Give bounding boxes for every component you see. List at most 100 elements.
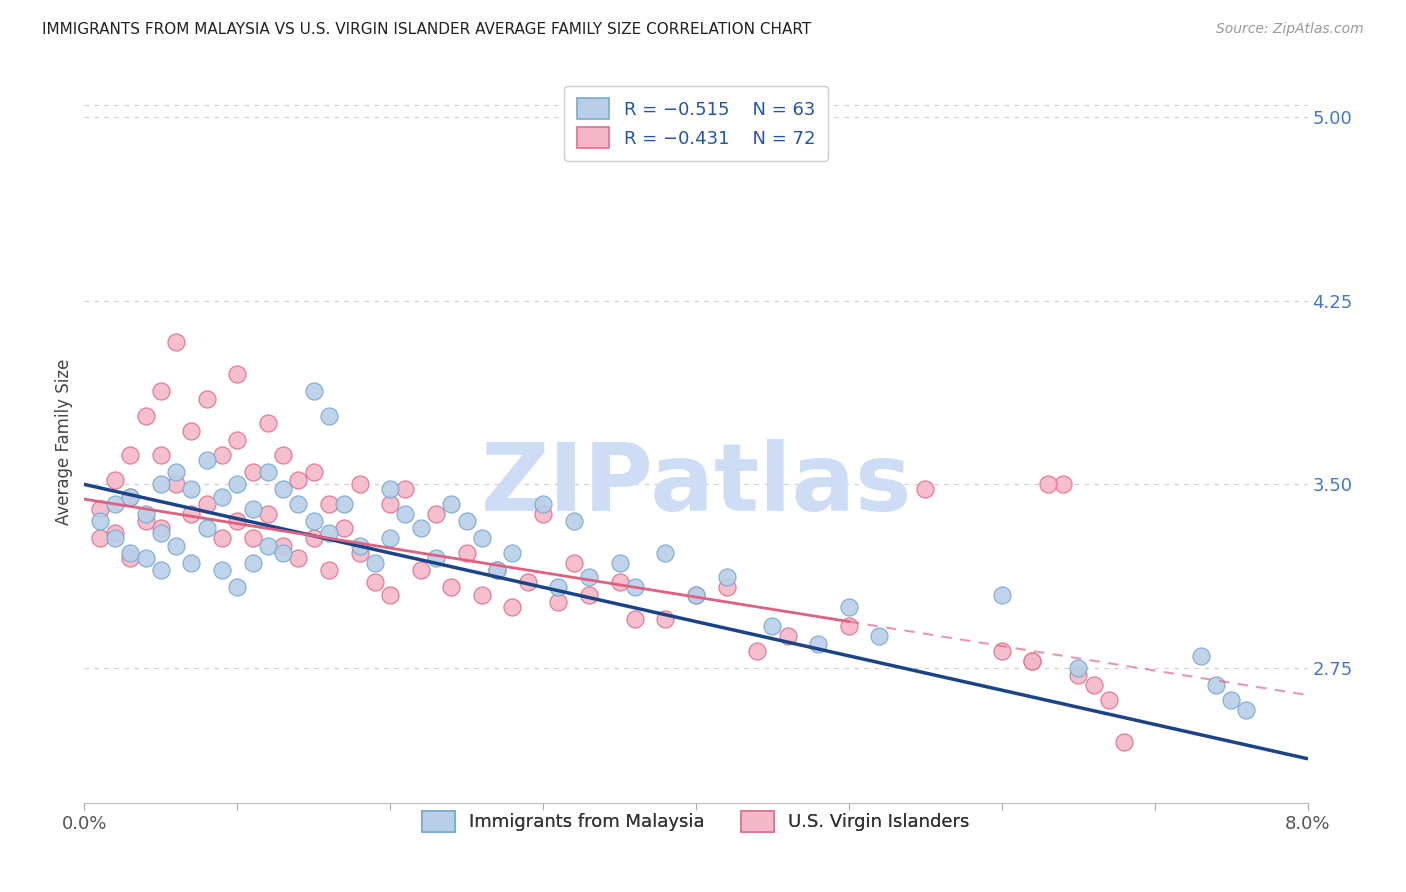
Point <box>271 546 294 560</box>
Point <box>838 599 860 614</box>
Point <box>486 563 509 577</box>
Point <box>195 392 218 406</box>
Point <box>1205 678 1227 692</box>
Point <box>180 556 202 570</box>
Point <box>302 384 325 399</box>
Point <box>165 335 187 350</box>
Point <box>364 556 387 570</box>
Point <box>1189 648 1212 663</box>
Point <box>516 575 538 590</box>
Point <box>624 612 647 626</box>
Point <box>991 588 1014 602</box>
Point <box>869 629 891 643</box>
Point <box>318 563 340 577</box>
Point <box>394 507 416 521</box>
Point <box>302 465 325 479</box>
Point <box>486 563 509 577</box>
Point <box>1021 654 1043 668</box>
Point <box>242 556 264 570</box>
Point <box>149 448 172 462</box>
Point <box>776 629 799 643</box>
Point <box>578 570 600 584</box>
Point <box>380 497 402 511</box>
Point <box>135 507 157 521</box>
Point <box>89 502 111 516</box>
Point <box>685 588 707 602</box>
Point <box>1236 703 1258 717</box>
Point <box>349 477 371 491</box>
Point <box>394 483 416 497</box>
Point <box>333 497 356 511</box>
Point <box>409 563 432 577</box>
Point <box>195 497 218 511</box>
Point <box>914 483 936 497</box>
Point <box>287 550 309 565</box>
Text: ZIPatlas: ZIPatlas <box>481 439 911 531</box>
Point <box>380 531 402 545</box>
Point <box>226 580 249 594</box>
Point <box>440 580 463 594</box>
Point <box>180 507 202 521</box>
Point <box>471 588 494 602</box>
Point <box>1220 693 1243 707</box>
Point <box>242 465 264 479</box>
Point <box>425 550 447 565</box>
Point <box>135 550 157 565</box>
Point <box>1114 734 1136 748</box>
Point <box>624 580 647 594</box>
Point <box>761 619 783 633</box>
Point <box>242 531 264 545</box>
Point <box>302 531 325 545</box>
Point <box>1036 477 1059 491</box>
Point <box>807 637 830 651</box>
Point <box>242 502 264 516</box>
Point <box>165 465 187 479</box>
Point <box>149 526 172 541</box>
Point <box>456 514 478 528</box>
Point <box>1067 661 1090 675</box>
Point <box>135 514 157 528</box>
Point <box>364 575 387 590</box>
Text: IMMIGRANTS FROM MALAYSIA VS U.S. VIRGIN ISLANDER AVERAGE FAMILY SIZE CORRELATION: IMMIGRANTS FROM MALAYSIA VS U.S. VIRGIN … <box>42 22 811 37</box>
Point <box>1098 693 1121 707</box>
Point <box>165 539 187 553</box>
Point <box>716 580 738 594</box>
Point <box>562 556 585 570</box>
Point <box>89 514 111 528</box>
Point <box>226 367 249 381</box>
Point <box>502 546 524 560</box>
Point <box>471 531 494 545</box>
Point <box>562 514 585 528</box>
Point <box>318 409 340 423</box>
Point <box>195 453 218 467</box>
Point <box>547 595 569 609</box>
Point <box>226 477 249 491</box>
Point <box>456 546 478 560</box>
Point <box>149 477 172 491</box>
Point <box>1067 668 1090 682</box>
Point <box>211 448 233 462</box>
Point <box>104 497 127 511</box>
Point <box>211 563 233 577</box>
Point <box>180 483 202 497</box>
Point <box>440 497 463 511</box>
Point <box>89 531 111 545</box>
Point <box>120 490 142 504</box>
Point <box>287 473 309 487</box>
Point <box>120 448 142 462</box>
Point <box>302 514 325 528</box>
Point <box>1083 678 1105 692</box>
Point <box>271 483 294 497</box>
Point <box>257 507 280 521</box>
Point <box>991 644 1014 658</box>
Point <box>547 580 569 594</box>
Point <box>578 588 600 602</box>
Point <box>120 490 142 504</box>
Point <box>349 539 371 553</box>
Point <box>226 434 249 448</box>
Point <box>685 588 707 602</box>
Point <box>271 539 294 553</box>
Point <box>120 550 142 565</box>
Point <box>211 490 233 504</box>
Point <box>380 483 402 497</box>
